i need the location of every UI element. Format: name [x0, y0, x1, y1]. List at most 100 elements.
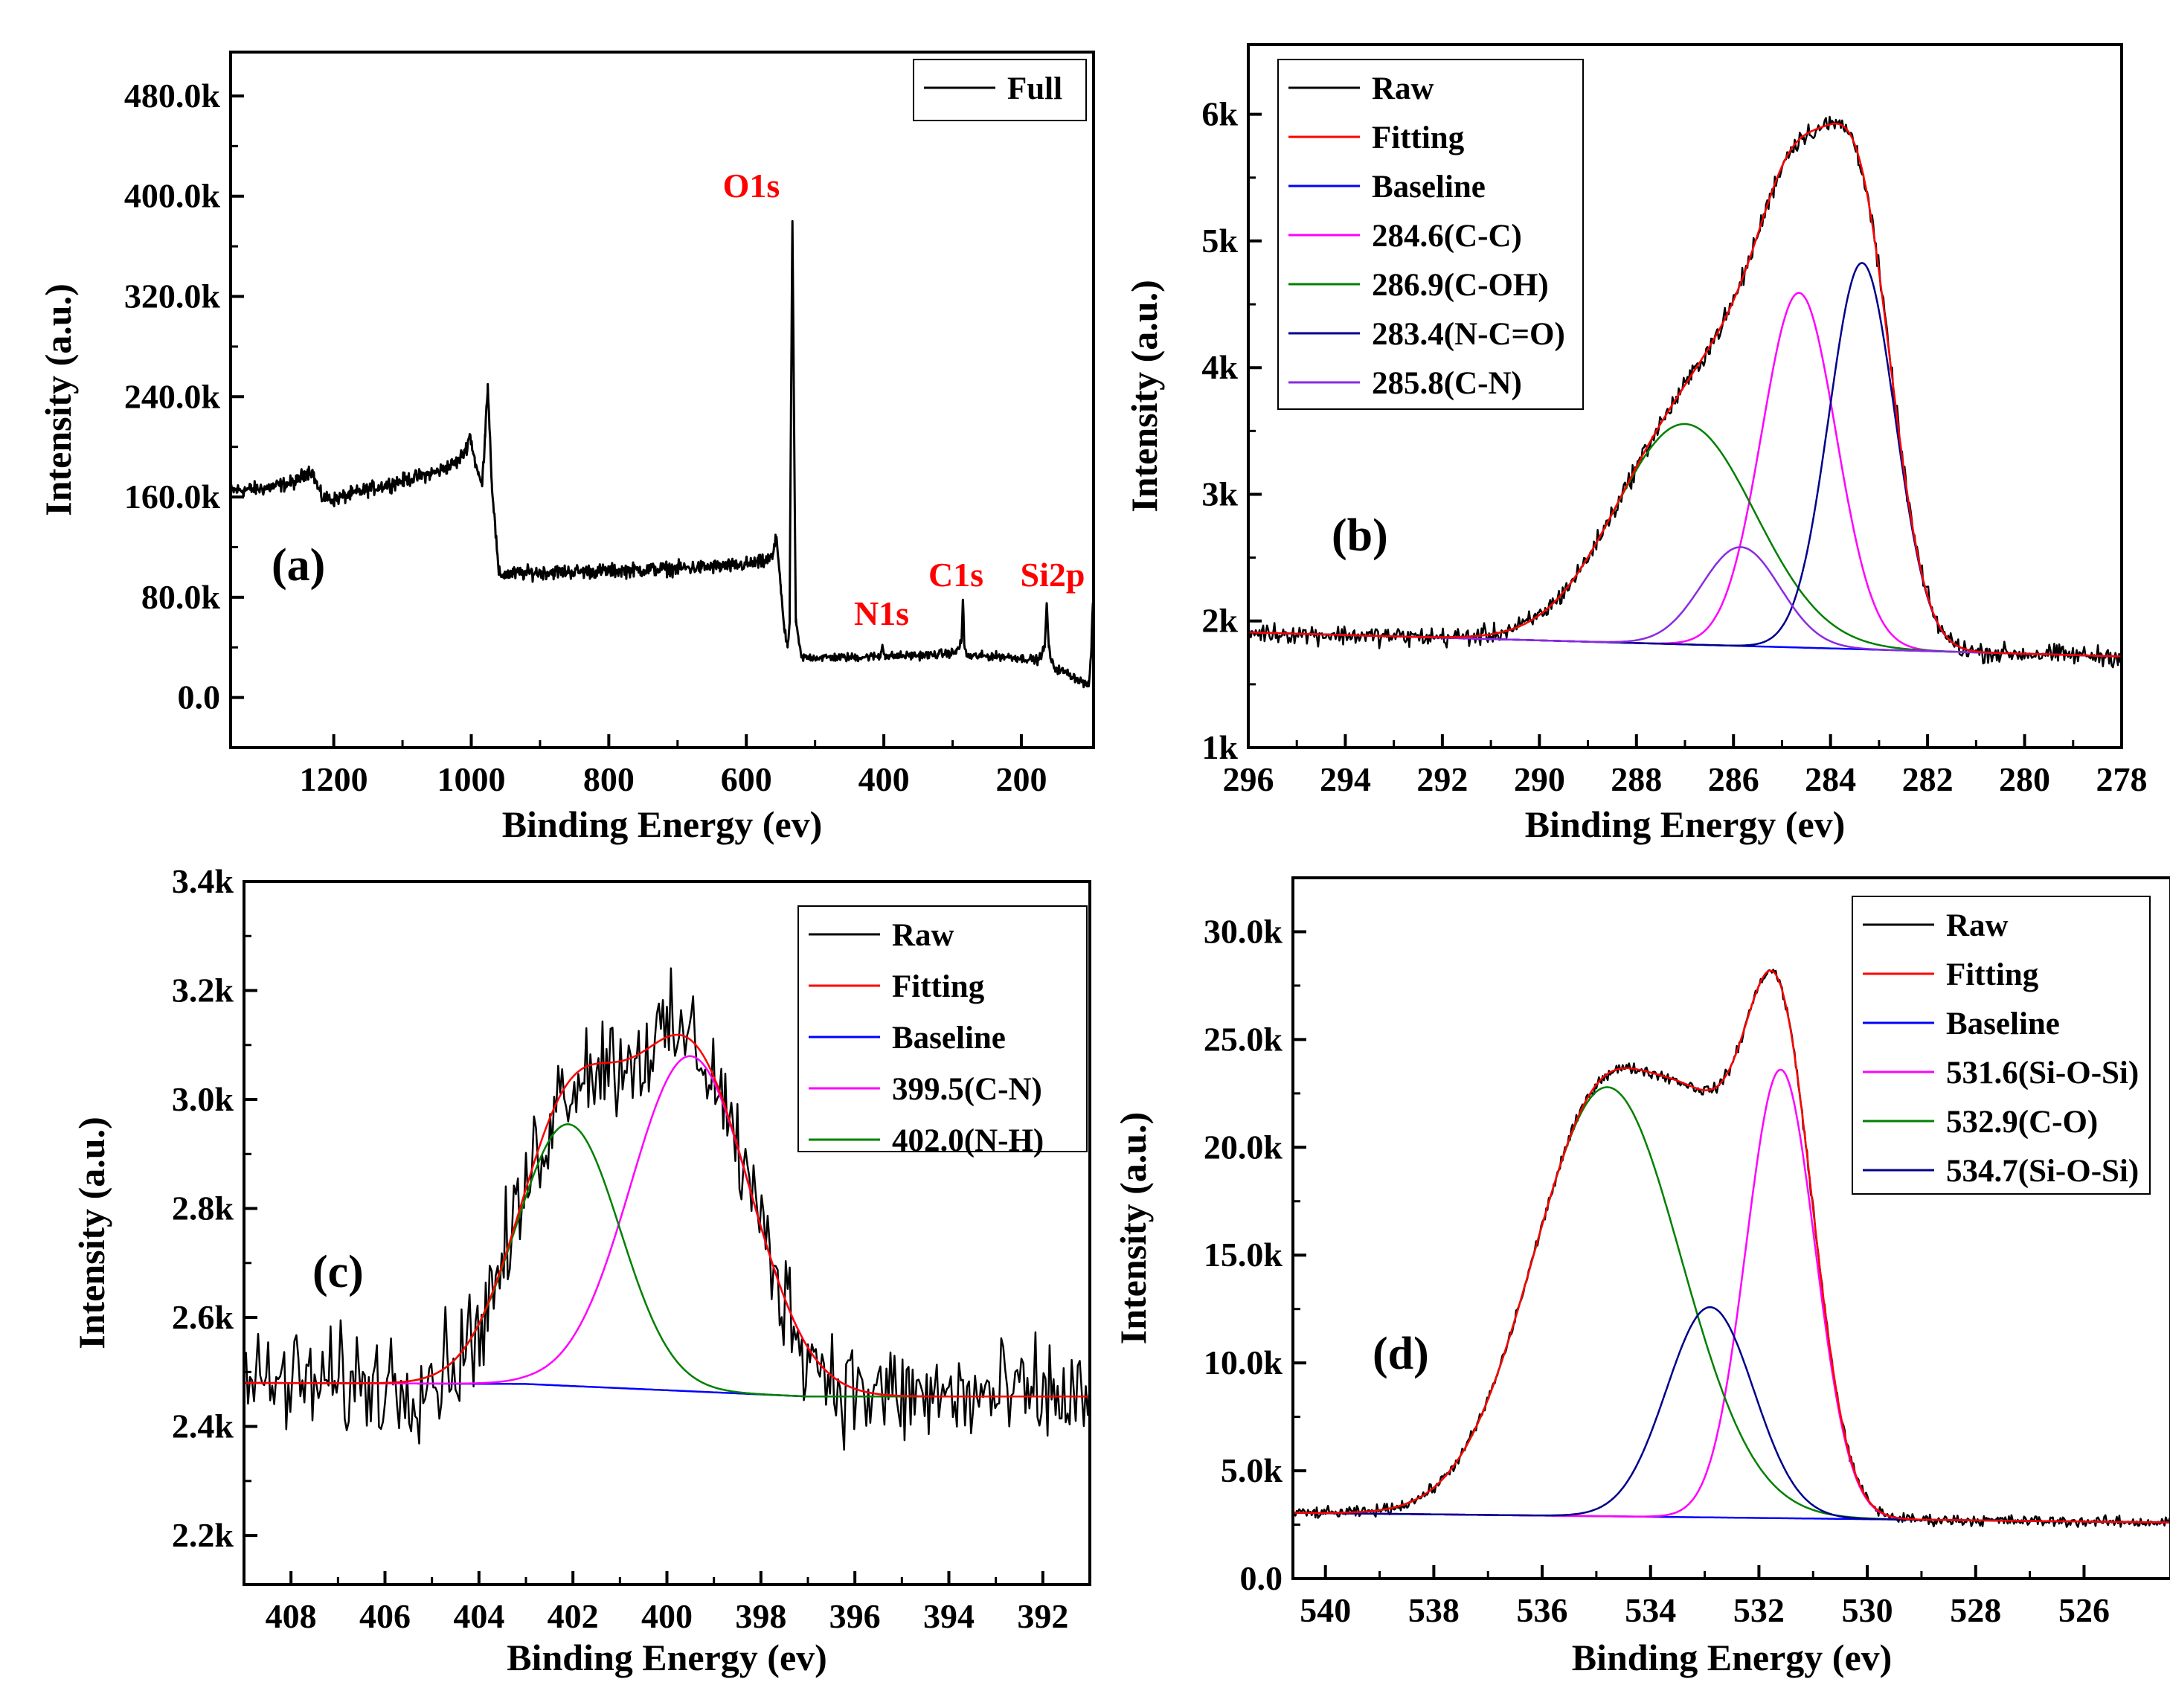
y-tick-label: 3.0k [172, 1080, 234, 1118]
legend-entry-label: Fitting [892, 969, 985, 1004]
y-tick-label: 0.0 [178, 678, 221, 716]
x-tick-label: 408 [266, 1597, 317, 1635]
x-tick-label: 282 [1902, 760, 1954, 798]
plot-area [231, 219, 1094, 689]
y-tick-label: 160.0k [124, 478, 221, 516]
panel-label: (b) [1332, 510, 1388, 561]
y-tick-label: 25.0k [1204, 1020, 1283, 1058]
x-tick-label: 286 [1708, 760, 1759, 798]
legend: Raw Fitting Baseline 531.6(Si-O-Si) 532.9(C-… [1852, 896, 2151, 1195]
panel-label: (a) [272, 540, 325, 591]
y-tick-label: 20.0k [1204, 1128, 1283, 1166]
legend: Raw Fitting Baseline 284.6(C-C) 286.9(C-OH) 2… [1277, 59, 1584, 410]
y-tick-label: 320.0k [124, 277, 221, 315]
y-tick-label: 6k [1201, 95, 1238, 133]
x-tick-label: 398 [735, 1597, 786, 1635]
series-line-fitting [1248, 122, 2122, 658]
x-tick-label: 294 [1320, 760, 1371, 798]
legend: Raw Fitting Baseline 399.5(C-N) 402.0(N-H) [797, 905, 1088, 1158]
x-tick-label: 530 [1842, 1591, 1893, 1629]
y-tick-label: 4k [1201, 348, 1238, 386]
x-tick-label: 288 [1611, 760, 1662, 798]
series-line-fitting [1293, 969, 2170, 1524]
series-line-component-2 [244, 1123, 1090, 1398]
legend-entry-label: Fitting [1946, 957, 2039, 992]
x-tick-label: 200 [995, 760, 1047, 798]
x-axis-label: Binding Energy (ev) [1525, 803, 1846, 845]
x-tick-label: 800 [583, 760, 635, 798]
y-tick-label: 2.2k [172, 1516, 234, 1554]
legend-entry-label: Raw [1372, 71, 1434, 106]
y-tick-label: 3k [1201, 475, 1238, 513]
axes-frame [1291, 876, 2170, 1580]
legend-entry-label: Raw [1946, 908, 2009, 943]
x-tick-label: 536 [1517, 1591, 1568, 1629]
series-line-fitting [244, 1033, 1090, 1398]
x-axis-label: Binding Energy (ev) [502, 803, 823, 845]
y-tick-label: 3.2k [172, 972, 234, 1009]
peak-annotation: C1s [928, 556, 983, 594]
y-tick-label: 2.8k [172, 1190, 234, 1227]
x-tick-label: 532 [1733, 1591, 1785, 1629]
y-tick-label: 0.0 [1240, 1559, 1283, 1597]
peak-annotation: N1s [854, 594, 909, 632]
y-axis-label: Intensity (a.u.) [1112, 1112, 1154, 1345]
x-tick-label: 284 [1805, 760, 1856, 798]
legend-entry-label: Baseline [1946, 1006, 2060, 1041]
legend-entry-label: 402.0(N-H) [892, 1123, 1044, 1158]
y-tick-label: 10.0k [1204, 1343, 1283, 1381]
y-tick-label: 2.6k [172, 1298, 234, 1336]
x-tick-label: 540 [1300, 1591, 1351, 1629]
y-tick-label: 15.0k [1204, 1236, 1283, 1274]
legend-entry-label: Raw [892, 918, 954, 953]
x-tick-label: 402 [548, 1597, 599, 1635]
peak-annotation: O1s [723, 167, 780, 205]
legend-entry-label: 286.9(C-OH) [1372, 268, 1549, 303]
legend-box [913, 59, 1087, 121]
legend-entry-label: Baseline [892, 1021, 1006, 1056]
x-tick-label: 406 [359, 1597, 411, 1635]
y-tick-label: 80.0k [141, 578, 221, 616]
y-tick-label: 400.0k [124, 177, 221, 215]
y-axis-label: Intensity (a.u.) [37, 283, 79, 516]
x-tick-label: 538 [1408, 1591, 1460, 1629]
plot-area [244, 967, 1090, 1451]
x-tick-label: 404 [453, 1597, 504, 1635]
y-tick-label: 2k [1201, 602, 1238, 640]
series-line-full [231, 219, 1094, 689]
x-tick-label: 1000 [437, 760, 506, 798]
x-tick-label: 1200 [300, 760, 368, 798]
x-tick-label: 528 [1950, 1591, 2001, 1629]
legend-entry-label: 283.4(N-C=O) [1372, 317, 1565, 352]
legend-entry-label: 532.9(C-O) [1946, 1105, 2098, 1140]
x-tick-label: 526 [2058, 1591, 2110, 1629]
x-tick-label: 280 [1999, 760, 2050, 798]
x-axis-label: Binding Energy (ev) [507, 1637, 827, 1678]
x-tick-label: 290 [1514, 760, 1565, 798]
legend-box [1852, 896, 2151, 1195]
x-tick-label: 400 [641, 1597, 693, 1635]
chart-panel-d: 540 538 536 534 532 530 528 526 0.0 5.0k 10.0k 15.0… [1112, 876, 2170, 1678]
legend-entry-label: 531.6(Si-O-Si) [1946, 1056, 2139, 1091]
x-tick-label: 396 [829, 1597, 881, 1635]
legend-entry-label: Fitting [1372, 121, 1465, 155]
y-axis-label: Intensity (a.u.) [1123, 280, 1165, 513]
y-tick-label: 2.4k [172, 1407, 234, 1445]
legend-entry-label: Full [1007, 71, 1062, 106]
plot-area [1293, 969, 2170, 1528]
series-line-raw [244, 967, 1090, 1451]
chart-panel-b: 296 294 292 290 288 286 284 282 280 278 1k 2k 3k 4k 5k… [1123, 43, 2148, 845]
axes-frame [229, 51, 1095, 749]
legend-entry-label: Baseline [1372, 170, 1486, 205]
chart-panel-c: 408 406 404 402 400 398 396 394 392 2.2k 2.4k 2.6k 2… [71, 862, 1091, 1678]
chart-panel-a: 1200 1000 800 600 400 200 0.0 80.0k 160.0k 240.0k… [37, 51, 1095, 845]
plot-area [1248, 115, 2122, 669]
y-tick-label: 5k [1201, 222, 1238, 260]
x-tick-label: 400 [858, 760, 910, 798]
legend: Full [913, 59, 1087, 121]
panel-label: (c) [312, 1247, 364, 1297]
x-tick-label: 292 [1416, 760, 1468, 798]
y-tick-label: 3.4k [172, 862, 234, 900]
legend-entry-label: 285.8(C-N) [1372, 366, 1522, 401]
